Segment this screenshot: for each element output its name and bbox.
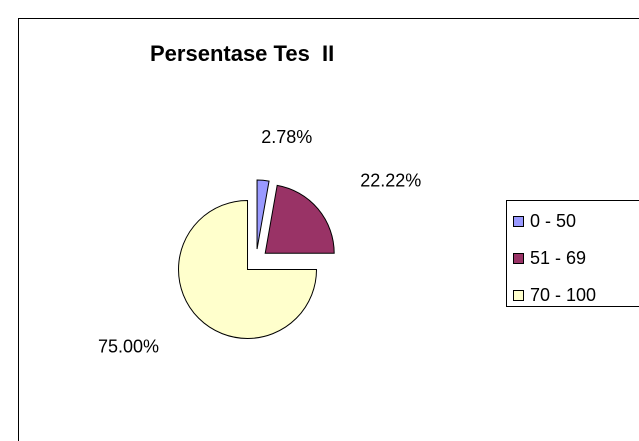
legend-swatch — [513, 290, 524, 301]
data-label: 22.22% — [360, 171, 421, 191]
legend-swatch — [513, 216, 524, 227]
data-label: 75.00% — [98, 337, 159, 357]
pie-slice — [178, 199, 318, 339]
legend-label: 70 - 100 — [530, 285, 596, 305]
data-label: 2.78% — [261, 127, 312, 147]
pie-slice — [264, 184, 335, 254]
legend-label: 0 - 50 — [530, 211, 576, 231]
legend-label: 51 - 69 — [530, 248, 586, 268]
pie-slice — [256, 179, 270, 250]
legend — [506, 200, 639, 307]
chart-title: Persentase Tes II — [150, 41, 334, 66]
legend-swatch — [513, 253, 524, 264]
